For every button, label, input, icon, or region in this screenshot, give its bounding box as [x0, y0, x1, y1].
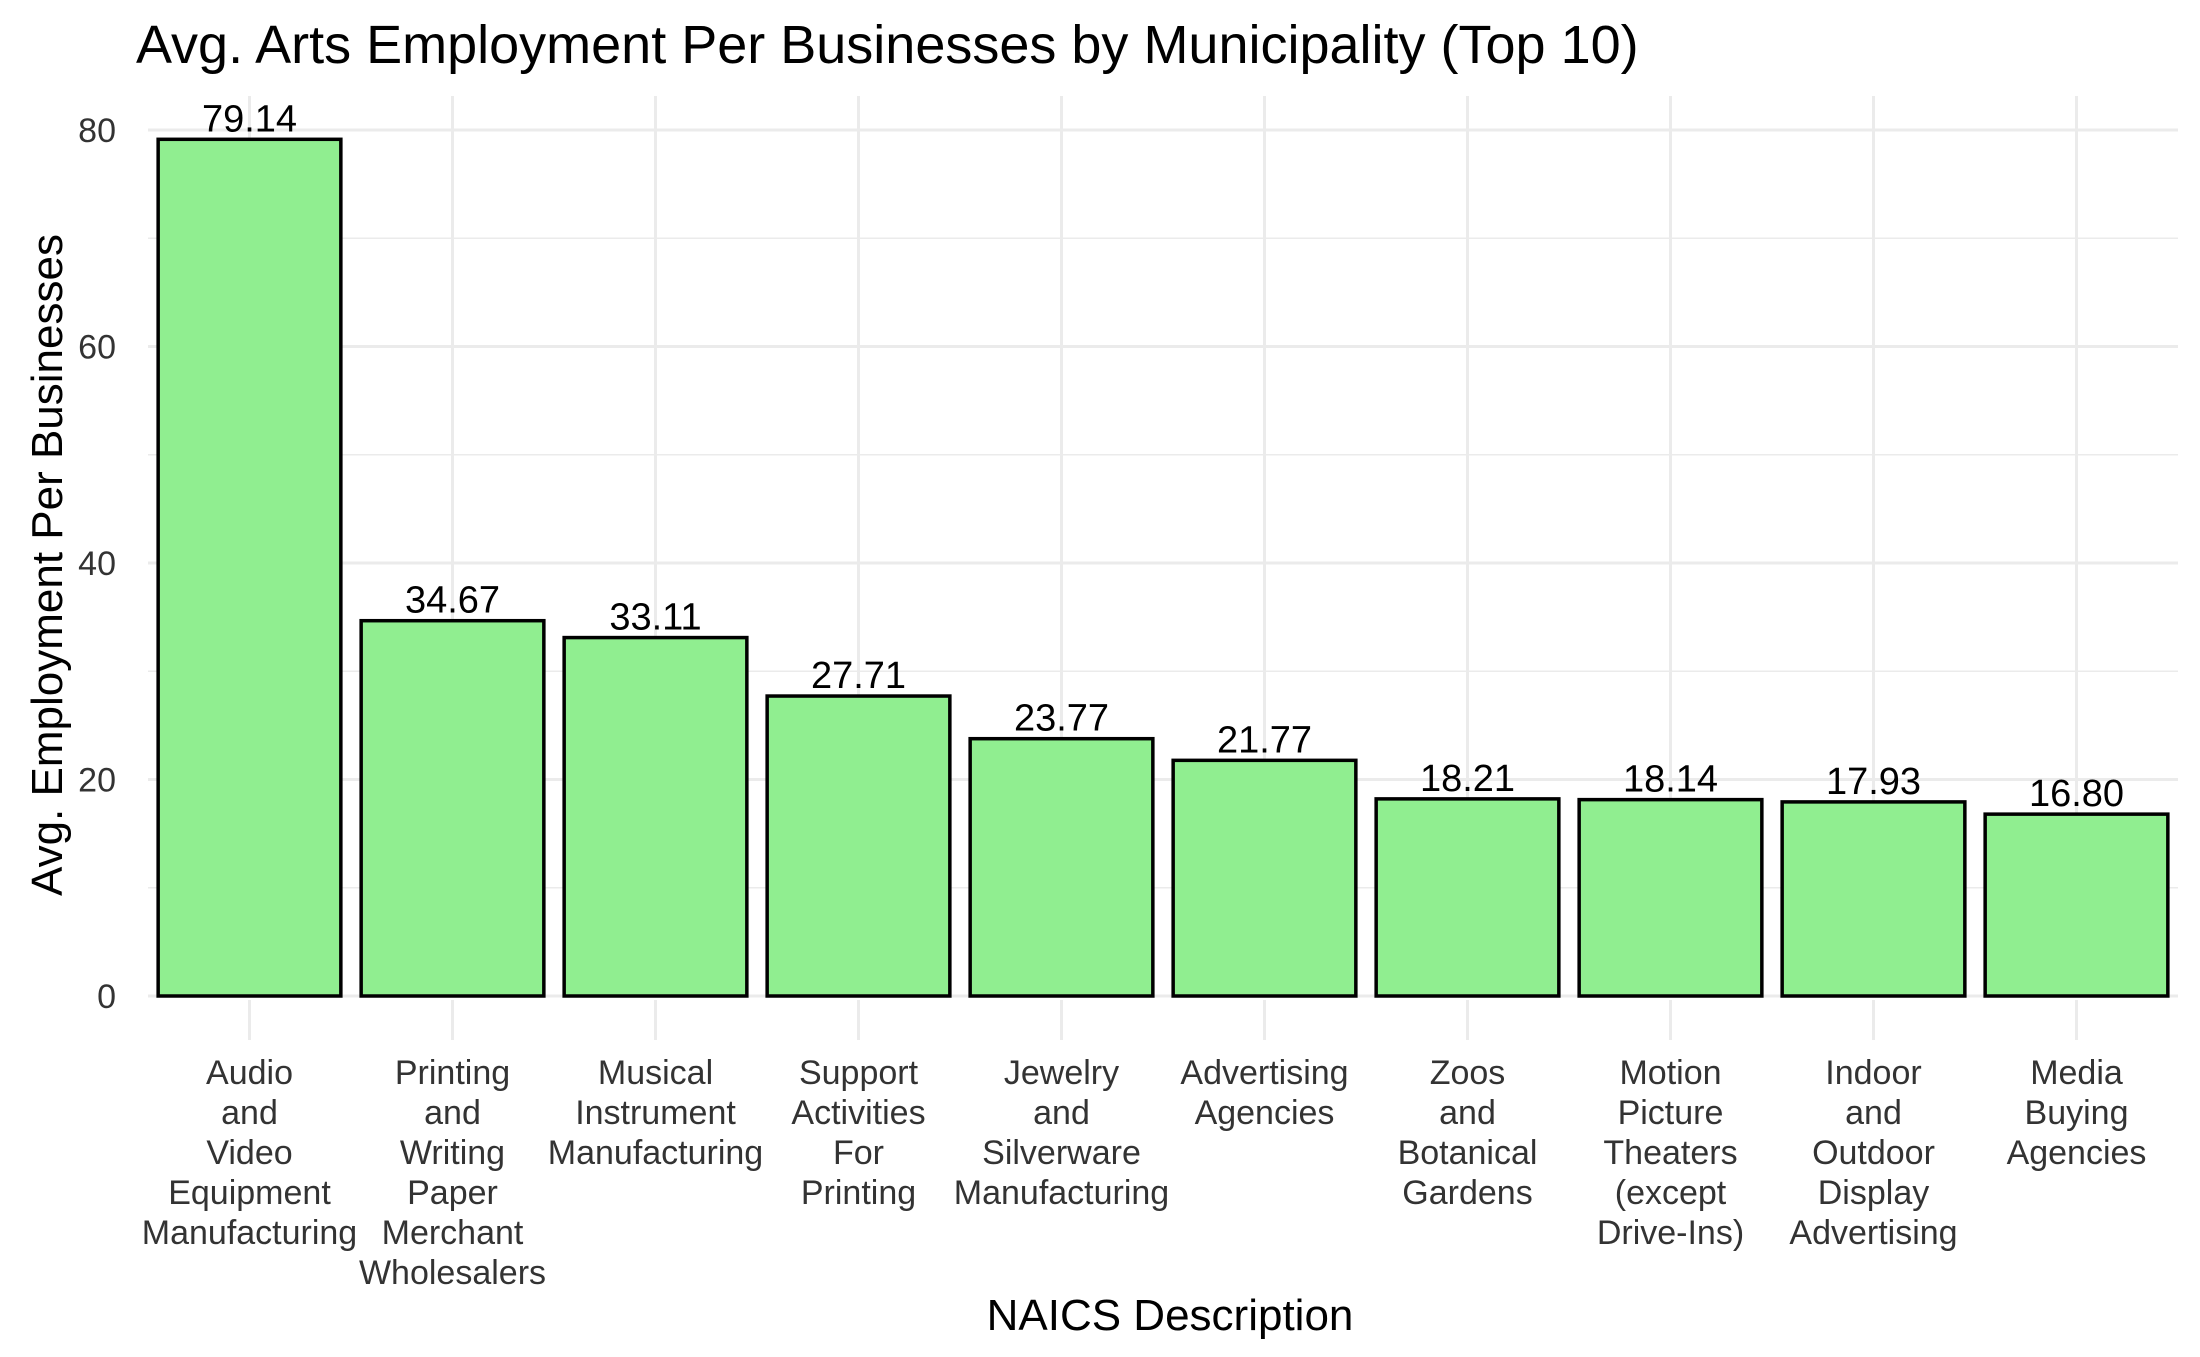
x-tick-label-line: Instrument [575, 1094, 736, 1132]
data-label: 18.21 [1420, 758, 1515, 800]
bar [1374, 797, 1561, 998]
x-tick-label: Printing and Writing Paper Merchant Wholesale… [359, 1054, 546, 1292]
x-tick-label-line: and [1033, 1094, 1090, 1132]
x-tick-label-line: Agencies [2007, 1134, 2147, 1172]
y-tick-label: 40 [78, 545, 116, 583]
bar [1983, 812, 2170, 998]
x-tick-label-line: Advertising [1180, 1054, 1348, 1092]
x-tick-label-line: Gardens [1402, 1174, 1532, 1212]
x-tick-label-line: Motion [1619, 1054, 1721, 1092]
x-tick-label-line: Writing [400, 1134, 505, 1172]
data-label: 33.11 [609, 597, 701, 639]
x-tick-label-line: Printing [801, 1174, 916, 1212]
bar [765, 694, 952, 998]
x-tick-label-line: Merchant [382, 1214, 524, 1252]
x-tick-label-line: Silverware [982, 1134, 1141, 1172]
y-tick-label: 20 [78, 762, 116, 800]
value-labels: 79.14 34.67 33.11 27.71 23.77 21.77 18.21 18.14… [202, 98, 2124, 815]
x-tick-label-line: and [424, 1094, 481, 1132]
y-tick-label: 80 [78, 112, 116, 150]
x-tick-label-line: Audio [206, 1054, 293, 1092]
y-axis-ticks: 0 20 40 60 80 [78, 112, 116, 1016]
x-tick-label-line: Media [2030, 1054, 2123, 1092]
x-tick-label-line: and [221, 1094, 278, 1132]
bar [968, 736, 1155, 998]
x-tick-label: Audio and Video Equipment Manufacturing [142, 1054, 357, 1252]
x-tick-label-line: and [1439, 1094, 1496, 1132]
data-label: 34.67 [405, 580, 500, 622]
x-axis-title: NAICS Description [987, 1291, 1354, 1340]
x-tick-label-line: Outdoor [1812, 1134, 1935, 1172]
x-tick-label-line: Manufacturing [548, 1134, 763, 1172]
x-tick-label-line: Manufacturing [954, 1174, 1169, 1212]
x-tick-label-line: Buying [2025, 1094, 2129, 1132]
y-tick-label: 60 [78, 329, 116, 367]
x-tick-label: Support Activities For Printing [791, 1054, 925, 1212]
data-label: 21.77 [1217, 719, 1312, 761]
chart-title: Avg. Arts Employment Per Businesses by M… [136, 15, 1639, 75]
data-label: 27.71 [811, 655, 906, 697]
x-tick-label-line: Wholesalers [359, 1254, 546, 1292]
x-tick-label: Indoor and Outdoor Display Advertising [1789, 1054, 1957, 1252]
x-tick-label-line: Theaters [1603, 1134, 1737, 1172]
x-tick-label: Advertising Agencies [1180, 1054, 1348, 1132]
bar [359, 618, 546, 998]
data-label: 79.14 [202, 98, 297, 140]
x-tick-label-line: Activities [791, 1094, 925, 1132]
x-tick-label: Zoos and Botanical Gardens [1398, 1054, 1538, 1212]
x-tick-label: Motion Picture Theaters (except Drive-Ins) [1597, 1054, 1744, 1252]
bar [1171, 758, 1358, 998]
x-tick-label-line: Video [206, 1134, 292, 1172]
x-tick-label-line: and [1845, 1094, 1902, 1132]
data-label: 16.80 [2029, 773, 2124, 815]
x-tick-label-line: Support [799, 1054, 919, 1092]
bar [1577, 797, 1764, 998]
x-tick-label-line: Indoor [1825, 1054, 1921, 1092]
x-tick-label-line: Musical [598, 1054, 713, 1092]
data-label: 18.14 [1623, 759, 1718, 801]
data-label: 23.77 [1014, 698, 1109, 740]
x-tick-label-line: Display [1818, 1174, 1929, 1212]
x-tick-label: Jewelry and Silverware Manufacturing [954, 1054, 1169, 1212]
bar [562, 635, 749, 998]
x-tick-label-line: Advertising [1789, 1214, 1957, 1252]
x-tick-label-line: (except [1615, 1174, 1727, 1212]
bars [156, 137, 2170, 998]
x-tick-label-line: Printing [395, 1054, 510, 1092]
x-tick-label-line: Paper [407, 1174, 498, 1212]
x-tick-label-line: For [833, 1134, 884, 1172]
x-tick-label-line: Zoos [1430, 1054, 1506, 1092]
bar [1780, 800, 1967, 998]
x-tick-label-line: Agencies [1195, 1094, 1335, 1132]
x-tick-label: Musical Instrument Manufacturing [548, 1054, 763, 1172]
x-tick-label-line: Picture [1618, 1094, 1724, 1132]
x-axis-ticks: Audio and Video Equipment ManufacturingPrint… [142, 1000, 2147, 1292]
y-axis-title: Avg. Employment Per Businesses [23, 234, 72, 896]
x-tick-label-line: Jewelry [1004, 1054, 1119, 1092]
x-tick-label-line: Equipment [168, 1174, 331, 1212]
y-tick-label: 0 [97, 978, 116, 1016]
x-tick-label-line: Botanical [1398, 1134, 1538, 1172]
x-tick-label-line: Drive-Ins) [1597, 1214, 1744, 1252]
x-tick-label-line: Manufacturing [142, 1214, 357, 1252]
x-tick-label: Media Buying Agencies [2007, 1054, 2147, 1172]
data-label: 17.93 [1826, 761, 1921, 803]
bar [156, 137, 343, 998]
